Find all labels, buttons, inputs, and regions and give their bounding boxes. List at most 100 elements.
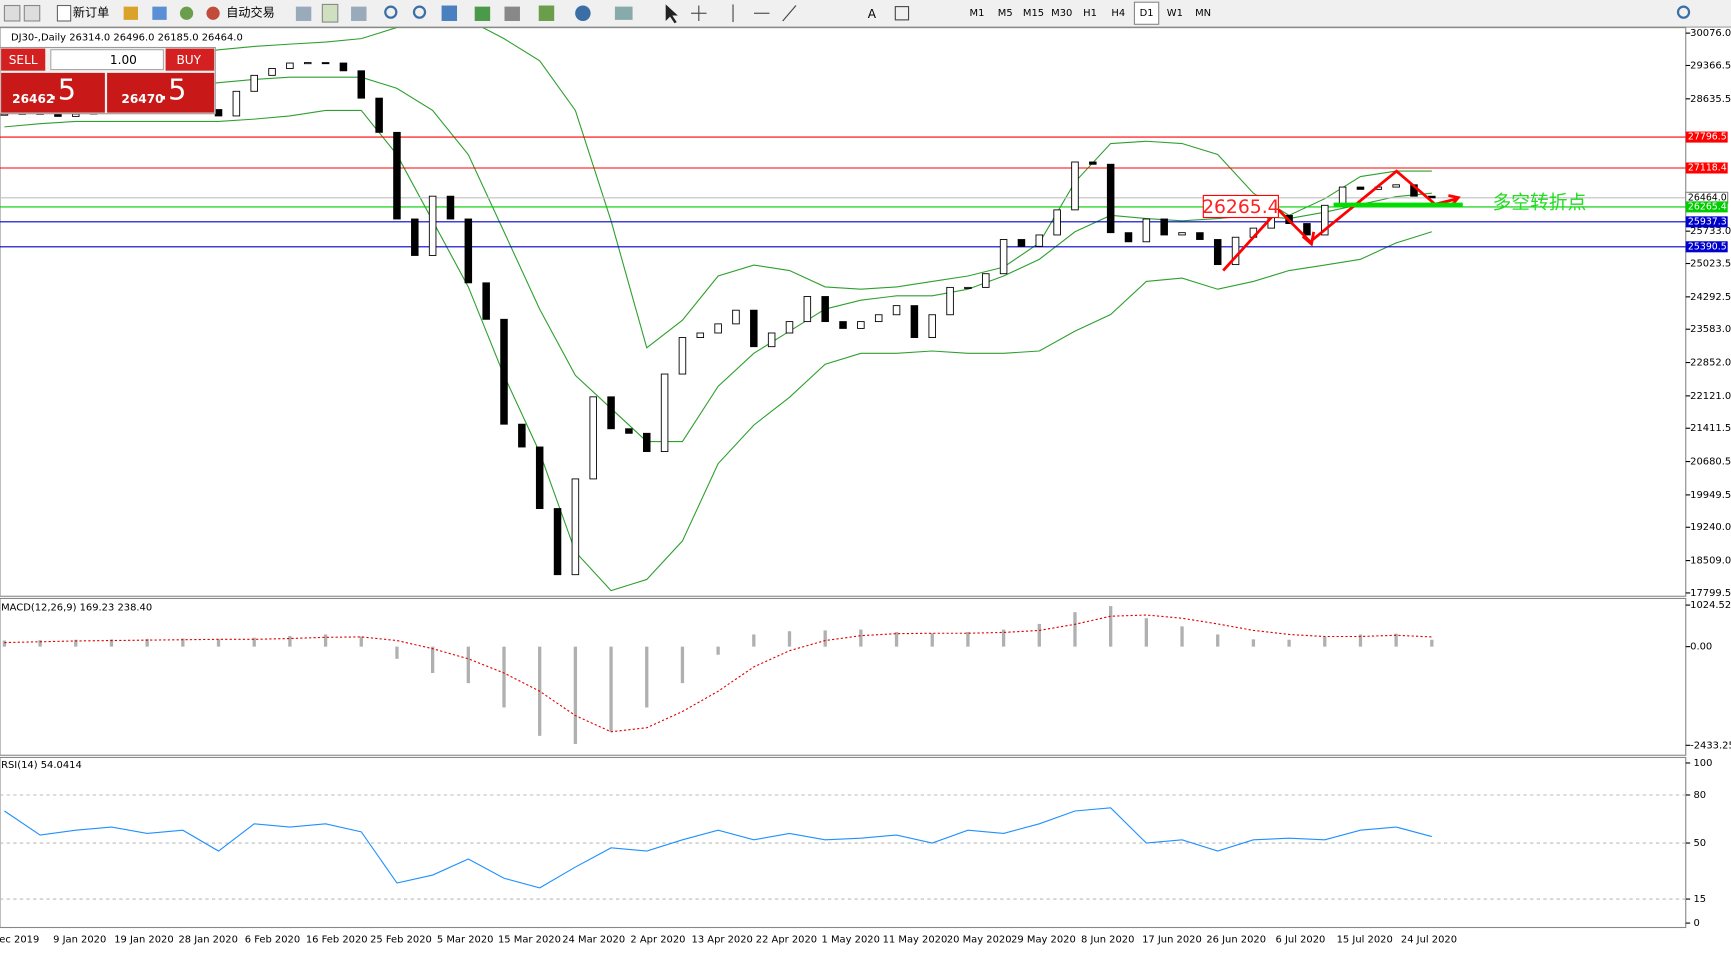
candle — [1321, 204, 1329, 236]
price-tag-label: 26265.4 — [1688, 201, 1727, 212]
x-tick-label: 15 Mar 2020 — [498, 935, 561, 946]
y-tick-label: 28635.5 — [1690, 94, 1731, 105]
candle — [571, 478, 580, 576]
candle — [785, 321, 794, 334]
timeframe-button[interactable]: M30 — [1051, 8, 1072, 19]
x-tick-label: 1 May 2020 — [822, 935, 880, 946]
buy-label[interactable]: BUY — [176, 53, 201, 67]
price-tag — [1685, 131, 1728, 143]
timeframe-button[interactable]: H4 — [1111, 8, 1125, 19]
auto-trading-button[interactable]: 自动交易 — [226, 5, 275, 20]
candle — [1142, 218, 1151, 243]
x-tick-label: 16 Feb 2020 — [306, 935, 368, 946]
macd-title: MACD(12,26,9) 169.23 238.40 — [1, 602, 152, 613]
macd-bar — [1394, 633, 1398, 647]
macd-bar — [466, 646, 470, 684]
timeframe-button[interactable]: D1 — [1140, 8, 1154, 19]
volume-input[interactable]: 1.00 — [110, 53, 137, 67]
svg-text:A: A — [868, 7, 877, 21]
macd-bar — [252, 637, 256, 647]
sell-label[interactable]: SELL — [9, 53, 38, 67]
candle — [1392, 184, 1400, 188]
y-tick-label: 0 — [1693, 918, 1699, 929]
candle — [482, 282, 490, 320]
sell-price: 26462 — [12, 92, 54, 106]
candle — [910, 305, 919, 338]
trade-panel: SELL BUY 1.00 26462 .5 26470 .5 — [0, 46, 216, 115]
x-tick-label: 6 Feb 2020 — [245, 935, 300, 946]
candle — [518, 423, 526, 448]
candle — [625, 428, 633, 434]
macd-bar — [359, 636, 363, 647]
macd-bar — [1323, 636, 1327, 647]
candle — [464, 218, 473, 284]
price-tag — [1685, 162, 1728, 174]
candle — [803, 296, 812, 323]
x-tick-label: Dec 2019 — [0, 935, 39, 946]
price-tag-label: 25390.5 — [1688, 241, 1727, 252]
candle — [339, 62, 348, 72]
x-tick-label: 24 Jul 2020 — [1401, 935, 1457, 946]
timeframe-button[interactable]: M5 — [998, 8, 1013, 19]
candle — [1196, 232, 1204, 240]
candle — [1231, 236, 1240, 266]
timeframe-button[interactable]: M1 — [970, 8, 985, 19]
macd-bar — [1180, 626, 1184, 647]
sell-quote[interactable] — [1, 72, 105, 113]
x-tick-label: 6 Jul 2020 — [1276, 935, 1326, 946]
buy-price: 26470 — [121, 92, 163, 106]
price-tag-label: 27118.4 — [1688, 162, 1727, 173]
macd-bar — [859, 629, 863, 647]
y-tick-label: 80 — [1693, 790, 1706, 801]
candle — [375, 97, 383, 133]
candle — [964, 286, 972, 289]
macd-bar — [966, 632, 970, 647]
candle — [839, 321, 847, 329]
macd-bar — [1001, 629, 1006, 647]
price-tag — [1685, 241, 1728, 253]
buy-button[interactable] — [165, 48, 215, 71]
candle — [928, 314, 936, 338]
macd-area — [0, 597, 1687, 756]
candle — [821, 296, 829, 323]
y-tick-label: 17799.5 — [1690, 588, 1731, 599]
macd-bar — [38, 640, 42, 647]
macd-bar — [1216, 634, 1220, 647]
chart-header: DJ30-,Daily 26314.0 26496.0 26185.0 2646… — [11, 33, 243, 44]
candle — [714, 323, 722, 334]
y-tick-label: 18509.0 — [1690, 556, 1731, 567]
timeframe-button[interactable]: MN — [1195, 8, 1211, 19]
candle — [1017, 239, 1026, 247]
sell-button[interactable] — [1, 48, 46, 71]
rsi-area — [0, 756, 1687, 929]
macd-bar — [395, 646, 399, 659]
candle — [1106, 163, 1115, 234]
macd-signal — [4, 614, 1432, 733]
macd-bar — [1073, 612, 1077, 647]
buy-quote[interactable] — [107, 72, 215, 113]
rsi-line — [4, 807, 1432, 889]
macd-bar — [573, 646, 578, 744]
candle — [286, 62, 294, 69]
timeframe-button[interactable]: W1 — [1167, 8, 1183, 19]
macd-bar — [502, 646, 506, 708]
candle — [500, 318, 508, 425]
candle — [1160, 218, 1168, 236]
timeframe-button[interactable]: M15 — [1023, 8, 1044, 19]
x-tick-label: 17 Jun 2020 — [1142, 935, 1202, 946]
macd-bar — [288, 636, 292, 647]
bollinger-middle — [4, 76, 1432, 443]
new-order-button[interactable]: 新订单 — [73, 5, 109, 20]
price-tag-label: 25937.3 — [1688, 216, 1727, 227]
y-tick-label: 19240.0 — [1690, 522, 1731, 533]
y-tick-label: 50 — [1693, 838, 1706, 849]
candle — [874, 314, 883, 323]
candle — [696, 332, 705, 338]
macd-bar — [74, 639, 78, 647]
buy-pips: .5 — [159, 73, 186, 107]
y-tick-label: 19949.5 — [1690, 490, 1731, 501]
timeframe-button[interactable]: H1 — [1083, 8, 1097, 19]
candle — [428, 195, 437, 256]
candle — [1178, 232, 1186, 236]
candle — [1124, 232, 1133, 243]
